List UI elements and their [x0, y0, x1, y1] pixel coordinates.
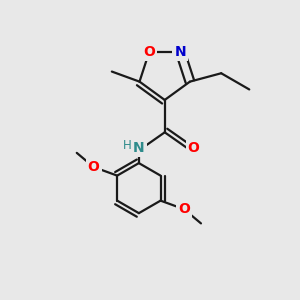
Text: O: O: [178, 202, 190, 216]
Text: O: O: [88, 160, 100, 174]
Text: O: O: [188, 141, 200, 155]
Text: H: H: [123, 139, 132, 152]
Text: O: O: [143, 45, 155, 59]
Text: N: N: [133, 141, 145, 155]
Text: N: N: [175, 45, 186, 59]
